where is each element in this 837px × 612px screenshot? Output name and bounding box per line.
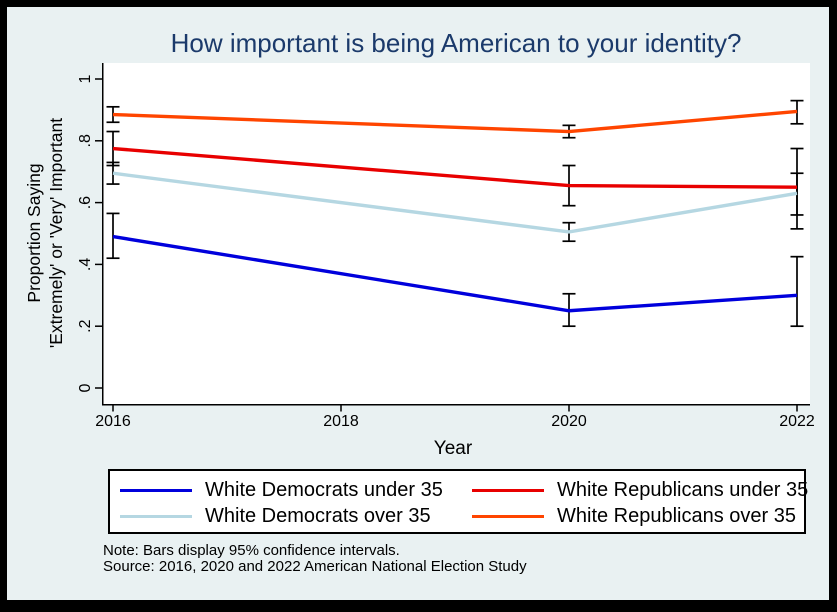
- legend-swatch: [472, 488, 544, 492]
- legend-item: White Republicans under 35: [472, 477, 808, 503]
- legend-box: White Democrats under 35 White Republican…: [108, 469, 808, 534]
- legend-label: White Republicans over 35: [557, 504, 797, 527]
- y-tick-label: .6: [77, 196, 94, 209]
- legend-label: White Republicans under 35: [557, 478, 809, 501]
- series-line: [112, 171, 798, 234]
- series-line: [112, 109, 798, 134]
- chart-title: How important is being American to your …: [170, 28, 742, 58]
- y-tick-label: .4: [77, 258, 94, 271]
- x-tick-label: 2022: [779, 413, 815, 430]
- y-tick-label: 0: [77, 383, 94, 392]
- legend-swatch: [472, 514, 544, 518]
- graph-canvas: How important is being American to your …: [7, 7, 829, 600]
- chart-svg: 0 .2 .4 .6 .8 1 2016 2018 2020 2022 Year Proportion…: [24, 63, 815, 459]
- legend-item: White Democrats over 35: [120, 503, 472, 529]
- note-line: Note: Bars display 95% confidence interv…: [103, 542, 400, 559]
- legend-swatch: [120, 488, 192, 492]
- series-line: [112, 234, 798, 313]
- series-line: [112, 146, 798, 189]
- x-axis-title: Year: [434, 438, 473, 459]
- x-tick-label: 2018: [323, 413, 359, 430]
- y-axis-title-line1: Proportion Saying: [24, 163, 44, 302]
- legend-label: White Democrats over 35: [205, 504, 431, 527]
- x-tick-label: 2020: [551, 413, 587, 430]
- y-axis-title-line2: 'Extremely' or 'Very' Important: [46, 118, 66, 348]
- x-tick-label: 2016: [95, 413, 131, 430]
- legend-swatch: [120, 514, 192, 518]
- legend-item: White Democrats under 35: [120, 477, 472, 503]
- chart-notes: Note: Bars display 95% confidence interv…: [103, 543, 527, 575]
- y-tick-label: .2: [77, 319, 94, 332]
- y-tick-label: 1: [77, 74, 94, 83]
- legend-item: White Republicans over 35: [472, 503, 808, 529]
- legend-label: White Democrats under 35: [205, 478, 443, 501]
- y-tick-label: .8: [77, 134, 94, 147]
- source-line: Source: 2016, 2020 and 2022 American Nat…: [103, 558, 527, 575]
- plot-area: [102, 63, 810, 404]
